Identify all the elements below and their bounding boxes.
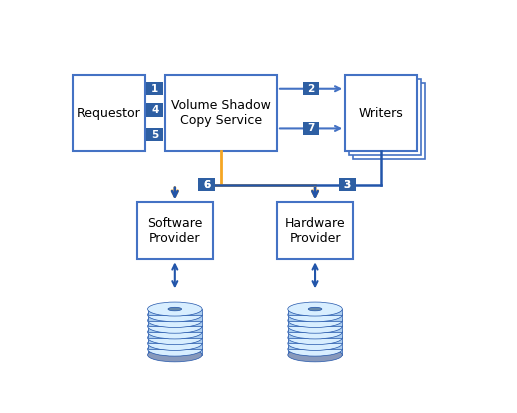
- Text: Requestor: Requestor: [77, 107, 141, 120]
- Bar: [199, 178, 215, 191]
- Ellipse shape: [147, 319, 202, 333]
- Bar: [146, 82, 163, 95]
- Ellipse shape: [288, 331, 342, 345]
- Bar: [302, 82, 320, 95]
- Text: 6: 6: [203, 180, 210, 190]
- Bar: [339, 178, 356, 191]
- Ellipse shape: [147, 342, 202, 356]
- Bar: [288, 309, 342, 315]
- Ellipse shape: [147, 331, 202, 345]
- Bar: [147, 315, 202, 320]
- Text: 3: 3: [343, 180, 351, 190]
- Bar: [147, 309, 202, 315]
- Ellipse shape: [168, 307, 181, 311]
- Text: Software
Provider: Software Provider: [147, 217, 203, 245]
- Bar: [147, 338, 202, 343]
- Bar: [288, 349, 342, 355]
- Bar: [147, 320, 202, 326]
- Bar: [136, 202, 213, 259]
- Ellipse shape: [147, 302, 202, 316]
- Bar: [147, 326, 202, 332]
- Text: Hardware
Provider: Hardware Provider: [285, 217, 345, 245]
- Ellipse shape: [147, 325, 202, 339]
- Bar: [72, 75, 145, 151]
- Bar: [288, 320, 342, 326]
- Ellipse shape: [147, 313, 202, 328]
- Bar: [147, 343, 202, 349]
- Text: Volume Shadow
Copy Service: Volume Shadow Copy Service: [171, 99, 271, 127]
- Bar: [288, 338, 342, 343]
- Bar: [146, 128, 163, 141]
- Bar: [288, 343, 342, 349]
- Bar: [345, 75, 417, 151]
- Bar: [277, 202, 353, 259]
- Ellipse shape: [288, 308, 342, 322]
- Bar: [353, 83, 425, 159]
- Ellipse shape: [288, 325, 342, 339]
- Bar: [199, 178, 215, 191]
- Ellipse shape: [308, 307, 322, 311]
- Ellipse shape: [147, 337, 202, 350]
- Bar: [339, 178, 356, 191]
- Ellipse shape: [147, 348, 202, 362]
- Ellipse shape: [288, 302, 342, 316]
- Bar: [302, 122, 320, 135]
- Text: 7: 7: [307, 123, 315, 133]
- Bar: [288, 315, 342, 320]
- Bar: [146, 103, 163, 117]
- Text: 6: 6: [203, 180, 210, 190]
- Ellipse shape: [288, 319, 342, 333]
- Text: 1: 1: [151, 84, 158, 94]
- Bar: [349, 79, 421, 155]
- Bar: [165, 75, 277, 151]
- Bar: [147, 332, 202, 338]
- Bar: [288, 332, 342, 338]
- Bar: [147, 349, 202, 355]
- Text: Writers: Writers: [359, 107, 404, 120]
- Ellipse shape: [288, 313, 342, 328]
- Text: 2: 2: [308, 84, 315, 94]
- Ellipse shape: [288, 342, 342, 356]
- Ellipse shape: [288, 337, 342, 350]
- Text: 5: 5: [151, 130, 158, 140]
- Text: 4: 4: [151, 105, 159, 115]
- Text: 3: 3: [343, 180, 351, 190]
- Ellipse shape: [288, 348, 342, 362]
- Bar: [288, 326, 342, 332]
- Ellipse shape: [147, 308, 202, 322]
